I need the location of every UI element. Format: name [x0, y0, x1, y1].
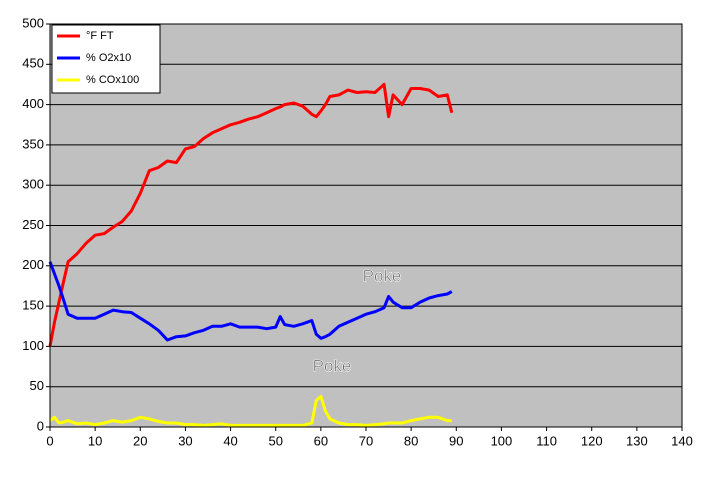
annotation: Poke — [363, 266, 402, 285]
y-tick-label: 50 — [30, 378, 44, 393]
y-tick-label: 350 — [22, 136, 44, 151]
x-tick-label: 0 — [46, 433, 53, 448]
x-tick-label: 90 — [449, 433, 463, 448]
x-tick-label: 80 — [404, 433, 418, 448]
x-tick-label: 100 — [491, 433, 513, 448]
plot-border — [49, 23, 683, 428]
x-tick-label: 50 — [268, 433, 282, 448]
x-tick-label: 130 — [626, 433, 648, 448]
annotation: Poke — [313, 356, 352, 375]
series-line — [48, 261, 453, 342]
x-tick-label: 70 — [359, 433, 373, 448]
legend-label: % COx100 — [86, 74, 139, 86]
series-line — [48, 82, 454, 347]
y-tick-label: 450 — [22, 56, 44, 71]
x-tick-label: 40 — [223, 433, 237, 448]
legend-label: °F FT — [86, 30, 114, 42]
y-tick-label: 100 — [22, 338, 44, 353]
x-tick-label: 60 — [314, 433, 328, 448]
x-tick-label: 140 — [671, 433, 693, 448]
x-tick-label: 10 — [88, 433, 102, 448]
x-tick-label: 30 — [178, 433, 192, 448]
x-tick-label: 110 — [536, 433, 557, 448]
legend: °F FT % O2x10 % COx100 — [51, 24, 161, 94]
y-tick-label: 400 — [22, 96, 44, 111]
x-tick-label: 20 — [133, 433, 147, 448]
y-tick-label: 200 — [22, 257, 44, 272]
y-tick-label: 250 — [22, 217, 44, 232]
series-line — [49, 394, 452, 427]
legend-label: % O2x10 — [86, 52, 131, 64]
y-tick-label: 300 — [22, 177, 44, 192]
x-tick-label: 120 — [581, 433, 603, 448]
y-tick-label: 150 — [22, 298, 44, 313]
y-tick-label: 500 — [22, 15, 44, 30]
y-tick-label: 0 — [37, 418, 44, 433]
